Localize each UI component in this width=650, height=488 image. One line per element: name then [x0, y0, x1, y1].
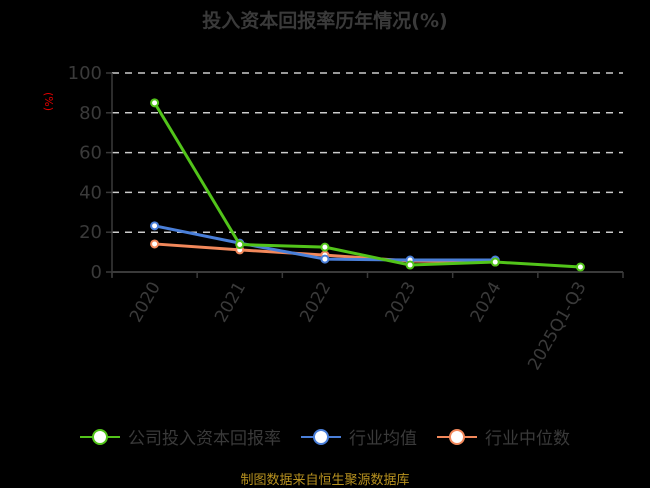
y-tick-label: 60	[79, 143, 102, 164]
legend-item-industry-avg[interactable]: 行业均值	[301, 424, 417, 449]
data-point[interactable]	[575, 262, 585, 272]
data-point[interactable]	[235, 240, 245, 250]
legend-label: 行业中位数	[485, 429, 570, 449]
x-tick-label: 2022	[296, 279, 335, 326]
legend-item-industry-median[interactable]: 行业中位数	[437, 424, 570, 449]
data-point[interactable]	[405, 260, 415, 270]
legend-item-company[interactable]: 公司投入资本回报率	[80, 424, 281, 449]
x-tick-label: 2020	[126, 279, 165, 326]
x-tick-label: 2023	[381, 279, 420, 326]
data-point[interactable]	[150, 221, 160, 231]
legend: 公司投入资本回报率 行业均值 行业中位数	[0, 424, 650, 449]
legend-label: 公司投入资本回报率	[128, 429, 281, 449]
y-tick-label: 80	[79, 103, 102, 124]
legend-marker-icon	[437, 427, 477, 447]
line-chart: 0 20 40 60 80 100 2020 2021 2022 2023 2024 2025Q1-Q…	[68, 63, 624, 374]
legend-label: 行业均值	[349, 429, 417, 449]
legend-marker-icon	[80, 427, 120, 447]
y-tick-label: 40	[79, 182, 102, 203]
data-point[interactable]	[150, 98, 160, 108]
data-point[interactable]	[150, 239, 160, 249]
y-tick-label: 20	[79, 222, 102, 243]
data-point[interactable]	[320, 254, 330, 264]
x-tick-label: 2024	[467, 279, 506, 326]
data-point[interactable]	[320, 242, 330, 252]
legend-marker-icon	[301, 427, 341, 447]
x-tick-label: 2021	[211, 279, 250, 326]
data-source-note: 制图数据来自恒生聚源数据库	[240, 473, 410, 488]
y-tick-label: 100	[68, 63, 102, 84]
series-line	[153, 102, 581, 269]
chart-title: 投入资本回报率历年情况(%)	[202, 10, 448, 32]
y-tick-label: 0	[91, 262, 102, 283]
data-point[interactable]	[490, 257, 500, 267]
x-tick-label: 2025Q1-Q3	[524, 279, 591, 374]
